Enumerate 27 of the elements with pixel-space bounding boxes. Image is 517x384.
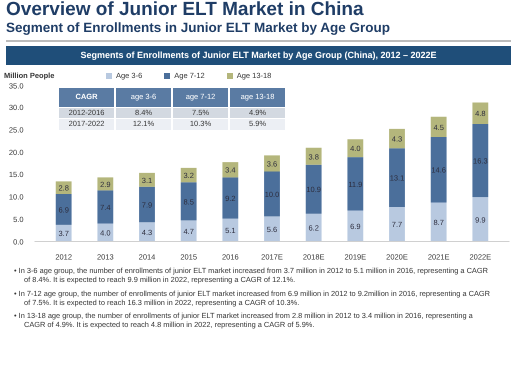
bar	[180, 182, 197, 220]
bar	[222, 162, 238, 178]
bar	[139, 172, 155, 187]
bar	[389, 148, 405, 207]
bar	[264, 216, 280, 242]
bar	[139, 222, 155, 242]
bar	[264, 172, 280, 216]
bar	[347, 157, 364, 211]
bar	[56, 194, 72, 225]
bar	[472, 197, 488, 242]
bar	[139, 186, 155, 222]
bar	[430, 136, 447, 202]
bar	[430, 202, 447, 242]
bar	[222, 177, 238, 219]
bar	[389, 128, 405, 148]
chart-subtitle: Segment of Enrollments in Junior ELT Market by Age Group	[6, 20, 392, 36]
bar	[472, 102, 488, 124]
bar	[347, 139, 364, 158]
chart-title: Overview of Junior ELT Market in China	[6, 0, 365, 21]
text: Segments of Enrollments of Junior ELT Market by Age Group (China), 2012 – 2022E	[6, 46, 511, 65]
bar	[306, 214, 322, 242]
bar	[222, 218, 238, 242]
bar	[97, 190, 114, 224]
bar	[347, 210, 364, 242]
bar	[389, 206, 405, 242]
bar	[472, 124, 488, 198]
bar	[306, 164, 322, 214]
